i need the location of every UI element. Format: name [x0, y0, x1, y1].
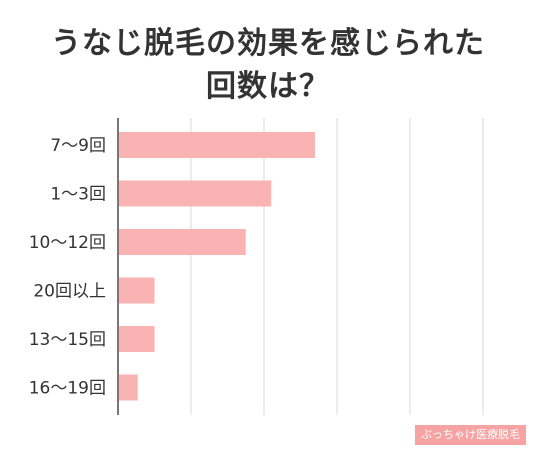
- bar: [118, 326, 155, 352]
- bar: [118, 374, 138, 401]
- chart-title-line-2: 回数は？: [206, 69, 330, 104]
- category-label: 7〜9回: [50, 136, 106, 156]
- bar: [118, 277, 155, 304]
- chart-title-line-1: うなじ脱毛の効果を感じられた: [51, 26, 485, 61]
- category-label: 10〜12回: [29, 233, 106, 253]
- category-label: 16〜19回: [29, 379, 106, 399]
- source-badge: ぶっちゃけ医療脱毛: [415, 425, 526, 445]
- category-label: 1〜3回: [50, 185, 106, 205]
- chart-title: うなじ脱毛の効果を感じられた 回数は？: [0, 22, 536, 108]
- bar: [118, 229, 246, 255]
- category-label: 13〜15回: [29, 330, 106, 350]
- category-label: 20回以上: [33, 282, 106, 302]
- bar: [118, 132, 316, 158]
- bar: [118, 180, 272, 207]
